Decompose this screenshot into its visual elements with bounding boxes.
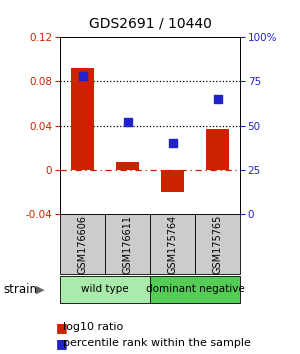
Point bbox=[80, 73, 85, 79]
Text: GSM175765: GSM175765 bbox=[212, 215, 223, 274]
Text: ▶: ▶ bbox=[36, 284, 44, 295]
Bar bbox=[116, 162, 139, 170]
Text: dominant negative: dominant negative bbox=[146, 284, 244, 295]
Text: ■: ■ bbox=[56, 337, 67, 350]
Bar bbox=[206, 129, 229, 170]
Text: GSM176606: GSM176606 bbox=[77, 215, 88, 274]
Bar bbox=[60, 276, 150, 303]
Bar bbox=[161, 170, 184, 192]
Text: strain: strain bbox=[3, 283, 37, 296]
Bar bbox=[60, 214, 105, 274]
Text: GSM176611: GSM176611 bbox=[122, 215, 133, 274]
Point bbox=[170, 141, 175, 146]
Point bbox=[125, 119, 130, 125]
Bar bbox=[195, 214, 240, 274]
Text: percentile rank within the sample: percentile rank within the sample bbox=[63, 338, 251, 348]
Point bbox=[215, 96, 220, 102]
Text: ■: ■ bbox=[56, 321, 67, 334]
Text: wild type: wild type bbox=[81, 284, 129, 295]
Text: GSM175764: GSM175764 bbox=[167, 215, 178, 274]
Bar bbox=[150, 214, 195, 274]
Bar bbox=[150, 276, 240, 303]
Bar bbox=[105, 214, 150, 274]
Bar bbox=[71, 68, 94, 170]
Text: GDS2691 / 10440: GDS2691 / 10440 bbox=[88, 16, 212, 30]
Text: log10 ratio: log10 ratio bbox=[63, 322, 123, 332]
